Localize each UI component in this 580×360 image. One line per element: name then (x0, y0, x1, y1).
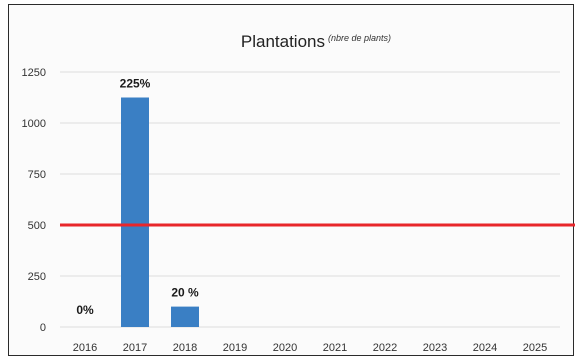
x-tick-label: 2016 (73, 342, 97, 354)
bars (121, 97, 199, 327)
x-tick-label: 2020 (273, 342, 297, 354)
y-tick-label: 1250 (22, 67, 46, 79)
x-tick-label: 2022 (373, 342, 397, 354)
data-label: 225% (120, 77, 151, 91)
chart-frame (8, 4, 574, 356)
y-tick-label: 250 (28, 271, 46, 283)
x-tick-label: 2017 (123, 342, 147, 354)
chart-subtitle: (nbre de plants) (328, 33, 391, 43)
x-axis-ticks: 2016 2017 2018 2019 2020 2021 2022 2023 2024 2025 (73, 342, 547, 354)
bar (121, 97, 149, 327)
x-tick-label: 2023 (423, 342, 447, 354)
y-tick-label: 750 (28, 169, 46, 181)
y-tick-label: 1000 (22, 118, 46, 130)
y-axis-ticks: 0 250 500 750 1000 1250 (22, 67, 46, 334)
x-tick-label: 2025 (523, 342, 547, 354)
x-tick-label: 2019 (223, 342, 247, 354)
chart-title: Plantations (241, 32, 325, 51)
data-label: 20 % (171, 286, 199, 300)
bar (171, 306, 199, 327)
y-tick-label: 500 (28, 220, 46, 232)
x-tick-label: 2021 (323, 342, 347, 354)
x-tick-label: 2024 (473, 342, 497, 354)
data-label: 0% (76, 303, 94, 317)
x-tick-label: 2018 (173, 342, 197, 354)
data-labels: 0% 225% 20 % (76, 77, 199, 318)
y-tick-label: 0 (40, 322, 46, 334)
